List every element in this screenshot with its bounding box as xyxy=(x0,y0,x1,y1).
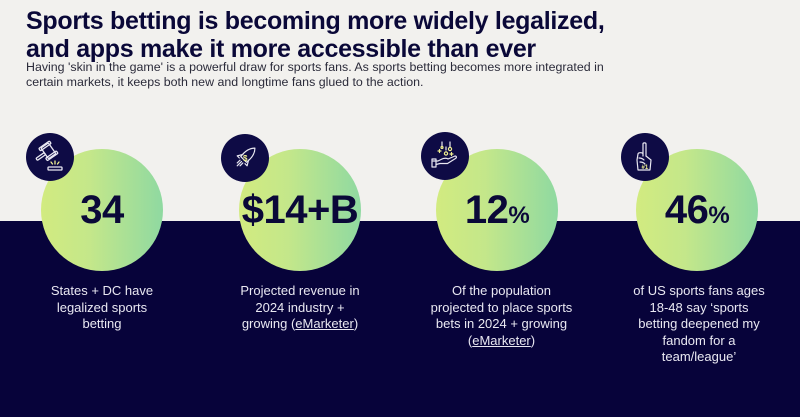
emarketer-link[interactable]: eMarketer xyxy=(295,316,354,331)
stat-fandom: 46% #1 of US sports fans ages 18-48 say … xyxy=(600,0,800,417)
emarketer-link[interactable]: eMarketer xyxy=(472,332,531,348)
stat-description: Of the population projected to place spo… xyxy=(430,283,573,348)
svg-text:#1: #1 xyxy=(642,165,649,171)
page-subtitle: Having 'skin in the game' is a powerful … xyxy=(26,60,666,90)
icon-badge: $ xyxy=(221,134,269,182)
subtitle-line-2: certain markets, it keeps both new and l… xyxy=(26,75,424,89)
foam-finger-icon: #1 xyxy=(636,142,652,171)
rocket-dollar-icon: $ xyxy=(236,147,256,167)
stat-value: 46% xyxy=(664,187,730,232)
stat-value: 12% xyxy=(464,187,530,232)
stat-circle: $14+B xyxy=(239,149,361,271)
subtitle-line-1: Having 'skin in the game' is a powerful … xyxy=(26,60,604,74)
page-title: Sports betting is becoming more widely l… xyxy=(26,7,605,63)
stat-population: 12% Of the population projected to place… xyxy=(400,0,600,417)
title-line-1: Sports betting is becoming more widely l… xyxy=(26,7,605,35)
icon-badge: #1 xyxy=(621,133,669,181)
stat-value: 34 xyxy=(80,187,124,232)
icon-badge xyxy=(26,133,74,181)
title-line-2: and apps make it more accessible than ev… xyxy=(26,35,536,63)
icon-badge xyxy=(421,132,469,180)
gavel-icon xyxy=(35,140,63,171)
stat-value: $14+B xyxy=(241,187,359,232)
stat-description: Projected revenue in 2024 industry + gro… xyxy=(240,283,360,331)
svg-text:$: $ xyxy=(243,154,248,163)
hand-coins-icon xyxy=(431,141,457,168)
stat-description: of US sports fans ages 18-48 say ‘sports… xyxy=(633,283,765,364)
stat-revenue: $14+B $ Projected revenue in 2024 indust… xyxy=(200,0,400,417)
stat-description: States + DC have legalized sports bettin… xyxy=(50,283,154,331)
stat-legal-states: 34 States + DC have legalized sports bet… xyxy=(0,0,200,417)
